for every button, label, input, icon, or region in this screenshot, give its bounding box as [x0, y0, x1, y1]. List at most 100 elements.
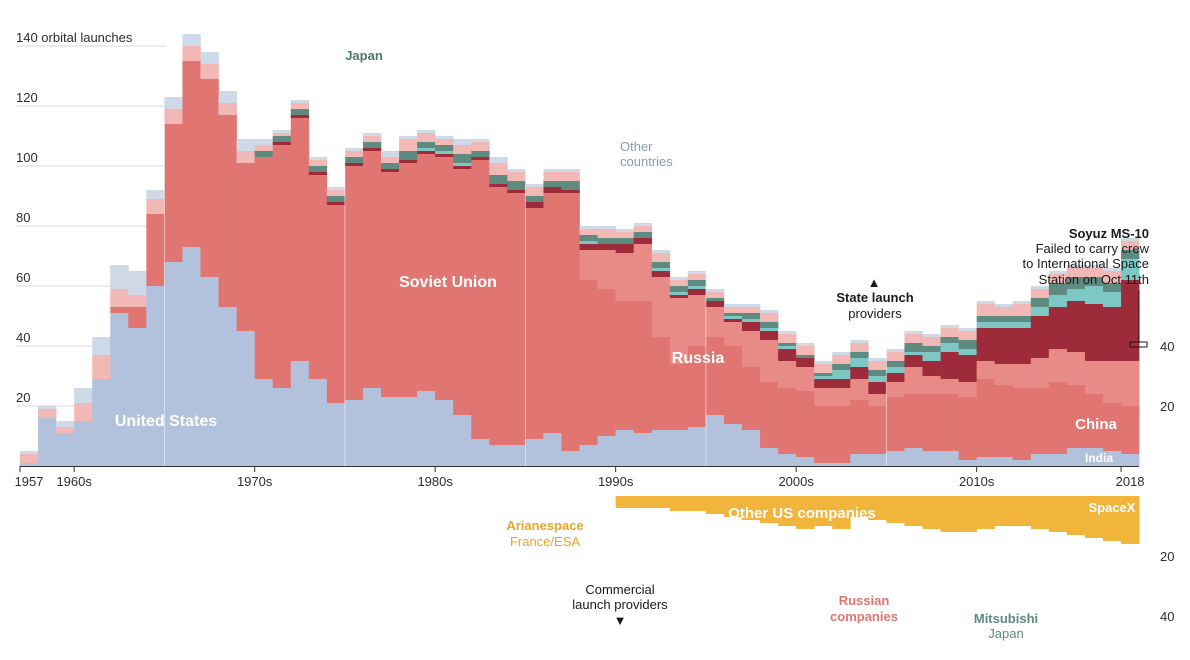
- bar-segment-soviet-union: [561, 193, 580, 451]
- bar-segment-china: [850, 367, 869, 379]
- bar-segment-other-countries: [182, 46, 201, 61]
- bar-segment-japan: [687, 280, 707, 286]
- bar-segment-russia: [615, 253, 634, 301]
- bar-segment-united-states: [200, 277, 219, 466]
- bar-segment-united-states: [922, 451, 941, 466]
- bar-segment-japan: [904, 343, 923, 352]
- y-tick-label: 80: [16, 210, 30, 225]
- bar-segment-other-countries: [633, 226, 653, 232]
- bar-segment-united-states: [471, 439, 490, 466]
- bar-segment-other-countries: [453, 145, 472, 154]
- bar-segment-china: [832, 379, 851, 388]
- bar-segment-other-countries-light-: [146, 190, 165, 199]
- bar-segment-other-countries: [723, 307, 743, 313]
- bar-segment-soviet-union: [1066, 385, 1086, 448]
- bar-segment-united-states: [1103, 451, 1122, 466]
- bar-segment-other-countries: [832, 355, 851, 364]
- bar-segment-other-countries: [742, 307, 761, 313]
- bar-segment-japan: [1121, 250, 1140, 259]
- bar-segment-other-countries: [272, 133, 292, 136]
- bar-segment-china: [868, 382, 887, 394]
- bar-segment-india: [958, 349, 977, 355]
- commercial-y-tick-label: 40: [1160, 609, 1174, 624]
- bar-segment-india: [994, 322, 1014, 328]
- bar-segment-united-states: [56, 433, 75, 466]
- bar-segment-china: [705, 301, 725, 307]
- bar-segment-china: [308, 172, 328, 175]
- bar-segment-soviet-union: [579, 280, 598, 445]
- bar-segment-other-countries-light-: [705, 289, 725, 292]
- bar-segment-other-countries: [597, 229, 616, 238]
- bar-segment-japan: [994, 316, 1014, 322]
- bar-segment-other-countries: [164, 109, 183, 124]
- bar-segment-other-countries: [290, 103, 310, 109]
- bar-segment-china: [525, 202, 544, 208]
- bar-segment-soviet-union: [525, 208, 544, 439]
- label-spacex: SpaceX: [1089, 500, 1136, 515]
- commercial-y-tick-label: 20: [1160, 549, 1174, 564]
- bar-segment-japan: [290, 109, 310, 115]
- bar-segment-japan: [922, 346, 941, 352]
- bar-segment-other-countries-light-: [687, 271, 707, 274]
- bar-segment-other-countries: [1084, 268, 1104, 277]
- bar-segment-united-states: [543, 433, 562, 466]
- bar-segment-other-countries-light-: [1066, 265, 1086, 268]
- bar-segment-china: [994, 328, 1014, 364]
- commercial-bar-arianespace: [723, 496, 743, 517]
- bar-segment-other-countries: [1103, 271, 1122, 283]
- bar-segment-other-countries: [1048, 274, 1068, 283]
- bar-segment-other-countries: [687, 274, 707, 280]
- bar-segment-united-states: [832, 463, 851, 466]
- bar-segment-soviet-union: [146, 214, 165, 286]
- bar-segment-soviet-union: [381, 172, 400, 397]
- bar-segment-other-countries-light-: [182, 34, 201, 46]
- bar-segment-soviet-union: [507, 193, 526, 445]
- bar-segment-other-countries: [38, 409, 57, 418]
- bar-segment-other-countries: [128, 295, 147, 307]
- bar-segment-other-countries-light-: [326, 187, 346, 190]
- bar-segment-china: [579, 244, 598, 250]
- bar-segment-soviet-union: [272, 145, 292, 388]
- bar-segment-other-countries: [904, 334, 923, 343]
- bar-segment-japan: [579, 235, 598, 241]
- bar-segment-soviet-union: [1084, 394, 1104, 448]
- bar-segment-united-states: [272, 388, 292, 466]
- bar-segment-other-countries-light-: [1121, 238, 1140, 241]
- bar-segment-japan: [868, 370, 887, 376]
- label-mitsubishi: Mitsubishi: [974, 611, 1038, 626]
- bar-segment-other-countries: [362, 136, 382, 142]
- commercial-bar-arianespace: [850, 496, 869, 517]
- bar-segment-united-states: [20, 463, 39, 466]
- bar-segment-soviet-union: [760, 382, 779, 448]
- bar-segment-soviet-union: [344, 166, 364, 400]
- bar-segment-japan: [525, 196, 544, 202]
- bar-segment-united-states: [579, 445, 598, 466]
- bar-segment-japan: [651, 262, 671, 268]
- commercial-bar-arianespace: [615, 496, 634, 508]
- bar-segment-other-countries: [778, 334, 797, 343]
- bar-segment-united-states: [182, 247, 201, 466]
- bar-segment-united-states: [236, 331, 255, 466]
- commercial-bar-arianespace: [1103, 496, 1122, 541]
- bar-segment-united-states: [399, 397, 418, 466]
- bar-segment-japan: [633, 232, 653, 238]
- bar-segment-united-states: [453, 415, 472, 466]
- bar-segment-japan: [1066, 277, 1086, 289]
- bar-segment-other-countries-light-: [796, 343, 815, 346]
- bar-segment-russia: [850, 379, 869, 400]
- bar-segment-soviet-union: [471, 160, 490, 439]
- bar-segment-other-countries-light-: [976, 301, 995, 304]
- bar-segment-united-states: [976, 457, 995, 466]
- commercial-bar-arianespace: [1066, 496, 1086, 535]
- bar-segment-united-states: [435, 400, 454, 466]
- bar-segment-china: [344, 163, 364, 166]
- bar-segment-united-states: [290, 361, 310, 466]
- bar-segment-china: [489, 184, 508, 187]
- bar-segment-other-countries: [218, 103, 237, 115]
- bar-segment-russia: [669, 298, 689, 364]
- bar-segment-japan: [399, 151, 418, 160]
- bar-segment-china: [326, 202, 346, 205]
- bar-segment-china: [778, 349, 797, 361]
- bar-segment-other-countries-light-: [814, 361, 833, 364]
